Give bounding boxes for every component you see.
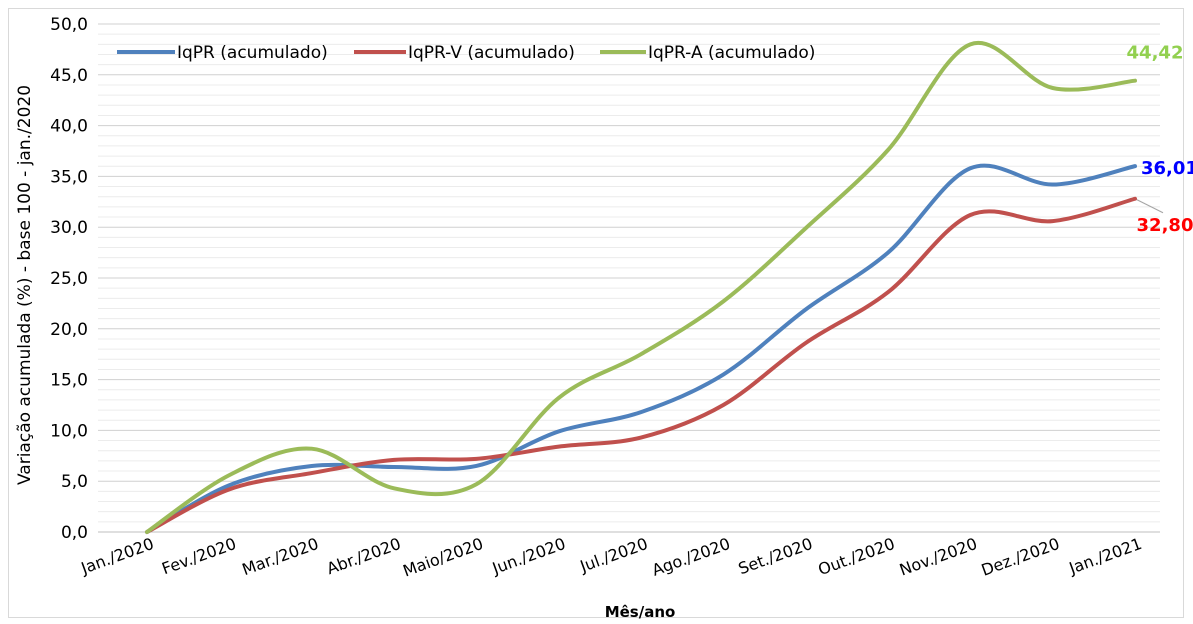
series-layer — [145, 40, 1137, 534]
y-tick-label: 20,0 — [50, 320, 88, 340]
legend: IqPR (acumulado) IqPR-V (acumulado) IqPR-A… — [117, 43, 815, 63]
series-line-0 — [145, 163, 1137, 534]
x-tick-label: Set./2020 — [736, 534, 815, 578]
y-tick-label: 10,0 — [50, 421, 88, 441]
data-label: 36,01 — [1141, 158, 1193, 179]
data-label: 44,42 — [1127, 43, 1184, 64]
label-layer: 36,01 32,80 44,42 — [1127, 43, 1193, 236]
x-tick-label: Nov./2020 — [897, 534, 980, 580]
y-tick-label: 40,0 — [50, 117, 88, 137]
x-tick-label: Out./2020 — [816, 534, 898, 579]
x-tick-label: Maio/2020 — [400, 534, 485, 581]
chart-frame — [8, 8, 1184, 618]
legend-label: IqPR-V (acumulado) — [408, 43, 575, 63]
x-tick-label: Jun./2020 — [489, 534, 568, 578]
data-label: 32,80 — [1137, 215, 1193, 236]
y-tick-label: 35,0 — [50, 167, 88, 187]
x-tick-label: Ago./2020 — [649, 534, 732, 580]
y-tick-label: 50,0 — [50, 15, 88, 35]
y-tick-label: 5,0 — [61, 472, 88, 492]
y-axis-title: Variação acumulada (%) - base 100 - jan.… — [15, 85, 35, 485]
x-tick-label: Dez./2020 — [979, 534, 1062, 580]
y-tick-label: 45,0 — [50, 66, 88, 86]
x-tick-label: Fev./2020 — [159, 534, 238, 578]
x-axis-title: Mês/ano — [605, 603, 676, 621]
series-line-2 — [145, 40, 1137, 534]
x-tick-label: Jan./2021 — [1066, 534, 1145, 578]
x-tick-label: Mar./2020 — [239, 534, 321, 579]
grid-layer — [98, 23, 1160, 533]
series-line-1 — [145, 196, 1137, 534]
y-tick-label: 15,0 — [50, 371, 88, 391]
label-leader-line — [1136, 199, 1164, 214]
y-tick-label: 25,0 — [50, 269, 88, 289]
legend-label: IqPR (acumulado) — [177, 43, 328, 63]
y-tick-label: 30,0 — [50, 218, 88, 238]
x-tick-label: Jan./2020 — [78, 534, 157, 578]
x-tick-label: Jul./2020 — [577, 534, 651, 576]
y-tick-label: 0,0 — [61, 523, 88, 543]
legend-label: IqPR-A (acumulado) — [648, 43, 815, 63]
x-tick-label: Abr./2020 — [324, 534, 403, 578]
